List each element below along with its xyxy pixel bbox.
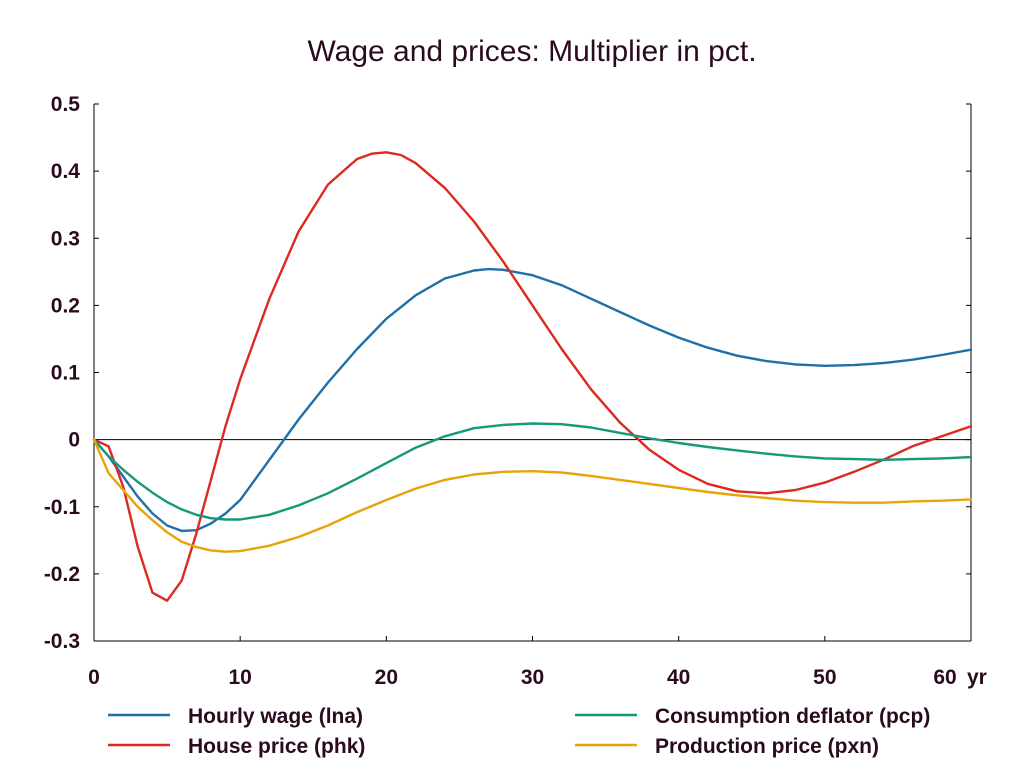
series-group <box>92 151 973 602</box>
y-tick-label: 0 <box>68 429 80 452</box>
legend-label-4: Production price (pxn) <box>655 735 879 758</box>
x-unit-label: yr <box>967 666 987 689</box>
legend-label-1: Hourly wage (lna) <box>188 705 363 728</box>
x-tick-label: 20 <box>375 666 398 689</box>
x-tick-label: 40 <box>667 666 690 689</box>
series-line-2 <box>92 151 973 602</box>
legend-label-2: House price (phk) <box>188 735 365 758</box>
x-tick-label: 60 <box>933 666 956 689</box>
y-tick-label: 0.1 <box>51 362 81 385</box>
x-tick-label: 0 <box>88 666 100 689</box>
x-tick-label: 30 <box>521 666 544 689</box>
y-tick-label: -0.3 <box>44 630 80 653</box>
legend: Hourly wage (lna) House price (phk) Consum… <box>108 705 930 758</box>
x-tick-label: 50 <box>813 666 836 689</box>
y-tick-label: -0.1 <box>44 496 81 519</box>
plot-area: -0.3 -0.2 -0.1 0 0.1 0.2 0.3 0.4 0.5 0 10 20 30 40 50 6… <box>44 93 987 689</box>
y-tick-label: -0.2 <box>44 563 80 586</box>
y-tick-label: 0.2 <box>51 294 80 317</box>
series-line-4 <box>92 438 973 553</box>
x-tick-label: 10 <box>228 666 251 689</box>
series-line-1 <box>92 267 973 533</box>
y-tick-label: 0.5 <box>51 93 81 116</box>
legend-label-3: Consumption deflator (pcp) <box>655 705 930 728</box>
chart-title: Wage and prices: Multiplier in pct. <box>307 35 756 68</box>
y-tick-label: 0.3 <box>51 227 80 250</box>
series-line-3 <box>92 422 973 521</box>
y-tick-label: 0.4 <box>51 160 81 183</box>
